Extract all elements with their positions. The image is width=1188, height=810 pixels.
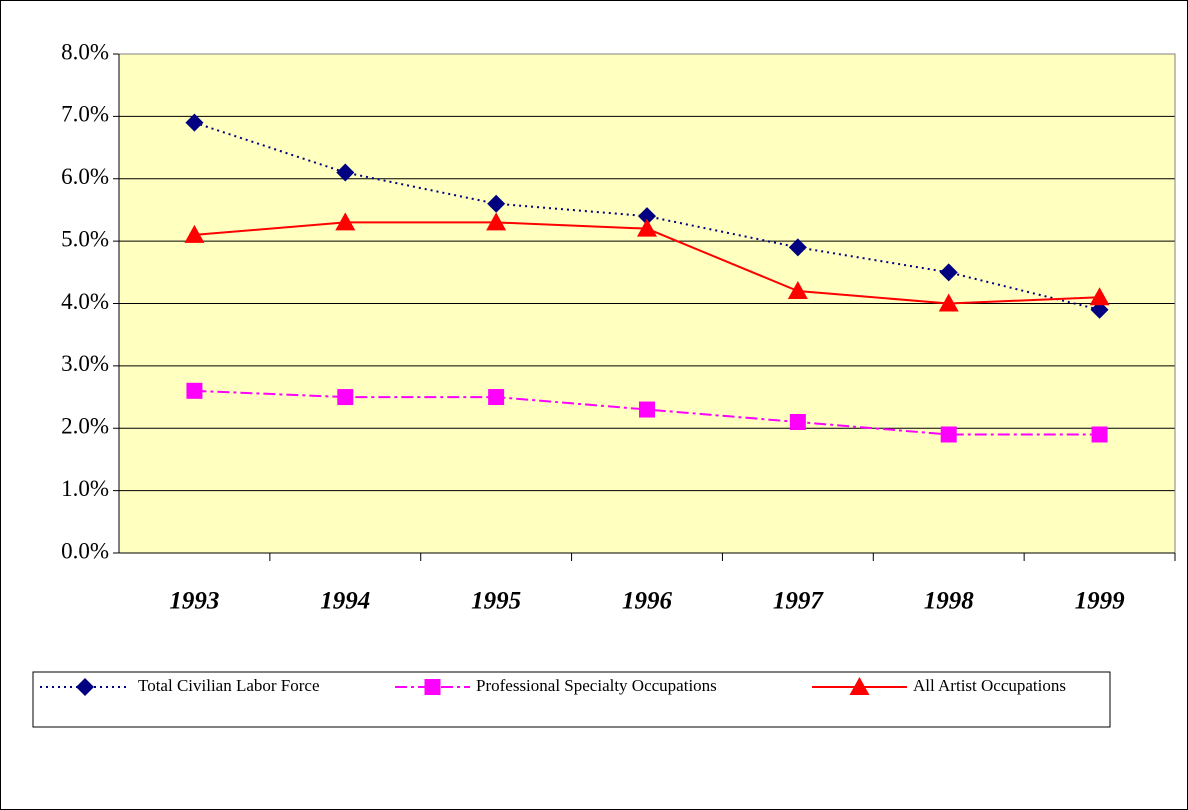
marker bbox=[939, 263, 958, 282]
marker bbox=[487, 194, 506, 213]
legend-label: Total Civilian Labor Force bbox=[138, 676, 320, 695]
x-tick-label: 1997 bbox=[773, 588, 825, 615]
marker bbox=[940, 426, 957, 443]
marker bbox=[639, 401, 655, 418]
x-tick-label: 1996 bbox=[622, 588, 673, 615]
x-tick-label: 1999 bbox=[1075, 588, 1126, 615]
y-tick-label: 6.0% bbox=[61, 164, 109, 189]
marker bbox=[185, 113, 204, 132]
y-tick-label: 0.0% bbox=[61, 538, 109, 563]
marker bbox=[184, 224, 205, 243]
marker bbox=[337, 389, 354, 406]
y-tick-label: 1.0% bbox=[61, 476, 109, 501]
legend-label: Professional Specialty Occupations bbox=[476, 676, 717, 695]
legend-box bbox=[32, 671, 1111, 728]
legend-entry: All Artist Occupations bbox=[812, 676, 1066, 695]
marker bbox=[938, 293, 959, 312]
legend-marker bbox=[424, 679, 441, 695]
marker bbox=[1091, 426, 1108, 443]
y-tick-label: 8.0% bbox=[61, 39, 109, 64]
marker bbox=[186, 382, 203, 399]
marker bbox=[486, 212, 507, 231]
x-tick-label: 1994 bbox=[320, 588, 370, 615]
legend-marker bbox=[849, 677, 870, 695]
y-tick-label: 5.0% bbox=[61, 226, 109, 251]
legend-marker bbox=[76, 678, 94, 696]
y-tick-label: 3.0% bbox=[61, 351, 109, 376]
x-tick-label: 1998 bbox=[924, 588, 975, 615]
marker bbox=[336, 163, 355, 182]
x-tick-label: 1993 bbox=[169, 588, 219, 615]
y-tick-label: 4.0% bbox=[61, 289, 109, 314]
x-tick-label: 1995 bbox=[471, 588, 521, 615]
legend-entry: Total Civilian Labor Force bbox=[40, 676, 320, 696]
y-tick-label: 2.0% bbox=[61, 414, 109, 439]
marker bbox=[789, 414, 806, 431]
legend-label: All Artist Occupations bbox=[913, 676, 1066, 695]
marker bbox=[638, 207, 656, 226]
marker bbox=[637, 218, 657, 237]
marker bbox=[787, 281, 808, 300]
legend-entry: Professional Specialty Occupations bbox=[395, 676, 717, 695]
marker bbox=[335, 212, 356, 231]
y-tick-label: 7.0% bbox=[61, 102, 109, 127]
marker bbox=[488, 389, 505, 406]
marker bbox=[788, 238, 807, 257]
marker bbox=[1089, 287, 1110, 306]
